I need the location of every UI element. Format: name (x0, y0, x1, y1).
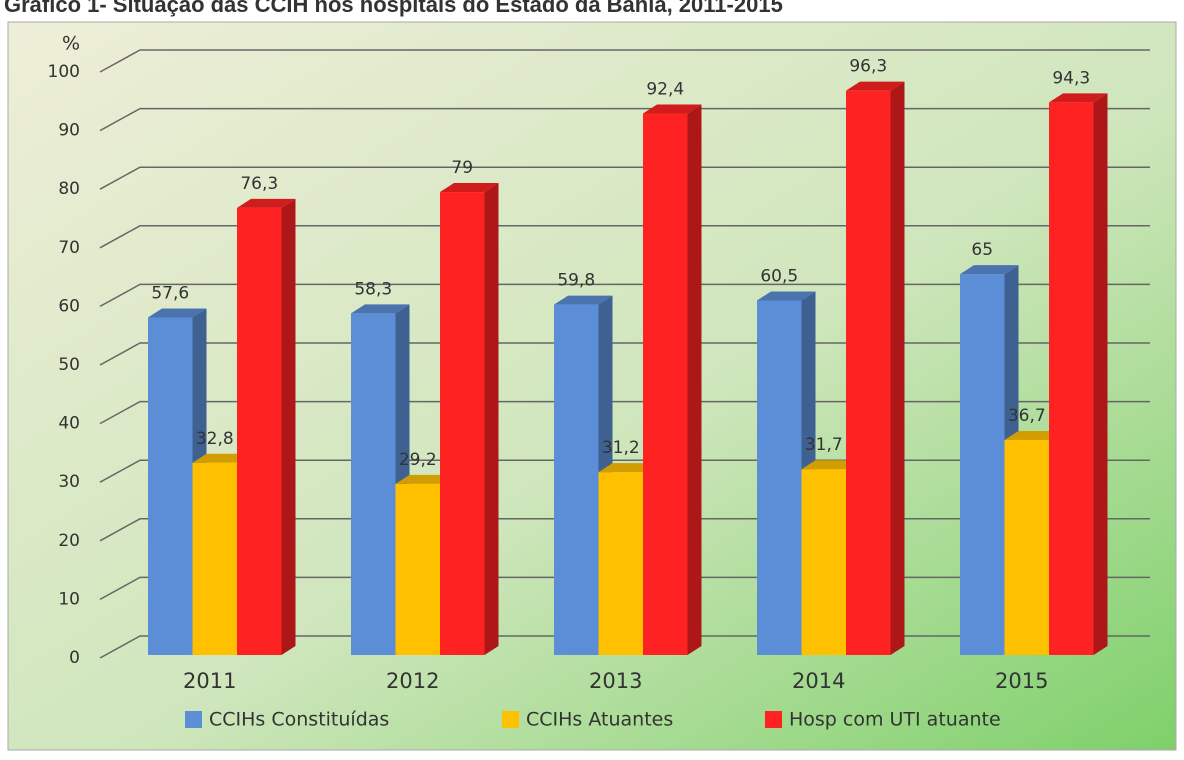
bar-top (643, 104, 702, 114)
bar-side (687, 104, 702, 655)
bar-front (237, 207, 282, 655)
x-tick-label: 2013 (589, 669, 642, 693)
grid-line (99, 107, 1150, 132)
data-label: 96,3 (849, 57, 887, 77)
data-label: 29,2 (399, 450, 437, 470)
data-label: 65 (971, 240, 993, 260)
y-tick-label: 30 (58, 472, 80, 492)
bar-top (846, 81, 905, 91)
data-label: 31,2 (602, 438, 640, 458)
legend-swatch (185, 711, 202, 728)
chart-title: Gráfico 1- Situação das CCIH nos hospita… (4, 0, 783, 17)
bar-front (598, 472, 643, 655)
y-tick-label: 60 (58, 296, 80, 316)
data-label: 59,8 (557, 271, 595, 291)
bar-side (890, 81, 905, 655)
y-tick-label: 90 (58, 121, 80, 141)
bar-top (801, 460, 860, 470)
bar-front (1004, 439, 1049, 655)
bar (440, 183, 499, 655)
bar-front (148, 317, 193, 655)
bar-front (440, 192, 485, 655)
bar (1049, 93, 1108, 656)
data-label: 76,3 (240, 174, 278, 194)
bar-top (395, 474, 454, 484)
data-label: 94,3 (1052, 68, 1090, 88)
bar-top (192, 453, 251, 463)
data-label: 32,8 (196, 429, 234, 449)
x-tick-label: 2011 (183, 669, 236, 693)
data-label: 31,7 (805, 435, 843, 455)
y-tick-label: 0 (69, 648, 80, 668)
bar-top (554, 295, 613, 305)
data-label: 92,4 (646, 80, 684, 100)
data-label: 79 (451, 158, 473, 178)
bar-front (351, 313, 396, 655)
y-tick-label: 50 (58, 355, 80, 375)
data-label: 36,7 (1008, 406, 1046, 426)
bar-front (395, 483, 440, 655)
bar-top (598, 463, 657, 473)
y-tick-label: 10 (58, 589, 80, 609)
bar-top (1049, 93, 1108, 103)
x-tick-label: 2015 (995, 669, 1048, 693)
y-tick-label: 80 (58, 179, 80, 199)
bar-side (484, 183, 499, 655)
bar-front (192, 462, 237, 655)
bar-front (643, 113, 688, 655)
y-tick-label: 20 (58, 531, 80, 551)
bar-front (846, 90, 891, 655)
grid-line (99, 166, 1150, 190)
grid-line (99, 283, 1150, 308)
bar-front (960, 274, 1005, 655)
bar-front (554, 304, 599, 655)
bar-top (757, 291, 816, 301)
y-axis-label: % (62, 33, 80, 55)
legend-swatch (765, 711, 782, 728)
bar-top (1004, 430, 1063, 440)
bar-front (757, 300, 802, 655)
y-tick-label: 100 (48, 62, 80, 82)
grid-line (99, 225, 1150, 249)
bar-top (237, 198, 296, 208)
bar (643, 104, 702, 655)
legend-label: Hosp com UTI atuante (789, 709, 1001, 731)
bar-front (1049, 102, 1094, 656)
bar-side (1093, 93, 1108, 656)
bar-side (281, 198, 296, 655)
x-tick-label: 2012 (386, 669, 439, 693)
x-tick-label: 2014 (792, 669, 845, 693)
bar-top (960, 265, 1019, 275)
bar (846, 81, 905, 655)
data-label: 58,3 (354, 279, 392, 299)
bar-top (440, 183, 499, 193)
bar-top (351, 304, 410, 314)
grid-line (99, 49, 1150, 73)
y-tick-label: 70 (58, 238, 80, 258)
legend-swatch (502, 711, 519, 728)
bar (237, 198, 296, 655)
data-label: 60,5 (760, 266, 798, 286)
bar-top (148, 308, 207, 318)
legend-label: CCIHs Atuantes (526, 709, 673, 731)
y-tick-label: 40 (58, 414, 80, 434)
legend-label: CCIHs Constituídas (209, 709, 389, 731)
bar-front (801, 469, 846, 655)
data-label: 57,6 (151, 283, 189, 303)
